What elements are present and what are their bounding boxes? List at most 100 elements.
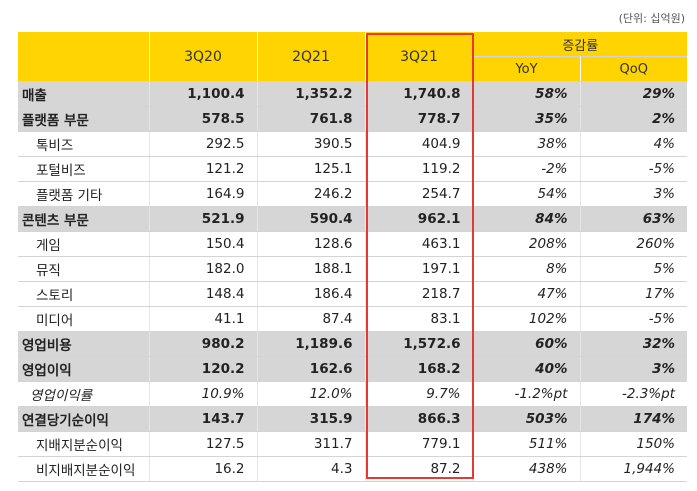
value-3q20: 120.2 [148, 356, 257, 382]
row-label: 콘텐츠 부문 [18, 206, 149, 232]
table-row: 영업비용 980.2 1,189.6 1,572.6 60% 32% [18, 331, 688, 357]
value-yoy: 102% [472, 306, 580, 332]
value-qoq: 5% [579, 256, 688, 282]
value-3q21: 83.1 [364, 306, 473, 332]
value-2q21: 590.4 [256, 206, 365, 232]
value-3q21: 463.1 [364, 231, 473, 257]
value-3q20: 150.4 [148, 231, 257, 257]
row-label: 영업비용 [18, 331, 149, 357]
value-3q21: 962.1 [364, 206, 473, 232]
table-row: 플랫폼 부문 578.5 761.8 778.7 35% 2% [18, 106, 688, 132]
value-2q21: 1,352.2 [256, 81, 365, 107]
value-yoy: -1.2%pt [472, 381, 580, 407]
table-row: 게임 150.4 128.6 463.1 208% 260% [18, 231, 688, 257]
value-3q20: 521.9 [148, 206, 257, 232]
row-label: 미디어 [18, 306, 149, 332]
value-2q21: 311.7 [256, 431, 365, 457]
table-body: 매출 1,100.4 1,352.2 1,740.8 58% 29% 플랫폼 부문 578.5… [18, 81, 688, 482]
value-3q20: 1,100.4 [148, 81, 257, 107]
row-label: 게임 [18, 231, 149, 257]
table-row: 플랫폼 기타 164.9 246.2 254.7 54% 3% [18, 181, 688, 207]
value-3q21: 866.3 [364, 406, 473, 432]
value-yoy: 511% [472, 431, 580, 457]
row-label: 톡비즈 [18, 131, 149, 157]
value-2q21: 186.4 [256, 281, 365, 307]
table-row: 연결당기순이익 143.7 315.9 866.3 503% 174% [18, 406, 688, 432]
table-row: 콘텐츠 부문 521.9 590.4 962.1 84% 63% [18, 206, 688, 232]
value-qoq: 150% [579, 431, 688, 457]
value-qoq: 3% [579, 356, 688, 382]
value-3q21: 197.1 [364, 256, 473, 282]
value-3q20: 292.5 [148, 131, 257, 157]
row-label: 영업이익 [18, 356, 149, 382]
value-yoy: 84% [472, 206, 580, 232]
value-3q20: 143.7 [148, 406, 257, 432]
row-label: 포털비즈 [18, 156, 149, 182]
value-yoy: 35% [472, 106, 580, 132]
value-3q20: 980.2 [148, 331, 257, 357]
row-label: 비지배지분순이익 [18, 456, 149, 482]
value-3q20: 148.4 [148, 281, 257, 307]
value-qoq: 32% [579, 331, 688, 357]
value-qoq: 17% [579, 281, 688, 307]
value-qoq: -5% [579, 306, 688, 332]
value-yoy: 54% [472, 181, 580, 207]
value-qoq: 63% [579, 206, 688, 232]
value-qoq: -5% [579, 156, 688, 182]
row-label: 영업이익률 [18, 381, 149, 407]
value-3q20: 121.2 [148, 156, 257, 182]
value-qoq: -2.3%pt [579, 381, 688, 407]
table-row: 매출 1,100.4 1,352.2 1,740.8 58% 29% [18, 81, 688, 107]
value-2q21: 162.6 [256, 356, 365, 382]
value-2q21: 128.6 [256, 231, 365, 257]
value-qoq: 3% [579, 181, 688, 207]
table-row: 미디어 41.1 87.4 83.1 102% -5% [18, 306, 688, 332]
value-3q20: 127.5 [148, 431, 257, 457]
header-yoy: YoY [472, 56, 580, 82]
unit-note: (단위: 십억원) [618, 12, 685, 25]
value-qoq: 2% [579, 106, 688, 132]
value-qoq: 174% [579, 406, 688, 432]
value-qoq: 260% [579, 231, 688, 257]
financial-table: 3Q20 2Q21 3Q21 증감률 YoY QoQ 매출 1,100.4 1,35… [18, 32, 688, 482]
value-3q20: 10.9% [148, 381, 257, 407]
value-3q20: 41.1 [148, 306, 257, 332]
table-row: 뮤직 182.0 188.1 197.1 8% 5% [18, 256, 688, 282]
table-header: 3Q20 2Q21 3Q21 증감률 YoY QoQ [18, 32, 688, 82]
table-row: 영업이익 120.2 162.6 168.2 40% 3% [18, 356, 688, 382]
value-2q21: 12.0% [256, 381, 365, 407]
value-yoy: 438% [472, 456, 580, 482]
value-qoq: 1,944% [579, 456, 688, 482]
value-yoy: -2% [472, 156, 580, 182]
value-2q21: 761.8 [256, 106, 365, 132]
table-row: 비지배지분순이익 16.2 4.3 87.2 438% 1,944% [18, 456, 688, 482]
table-row: 스토리 148.4 186.4 218.7 47% 17% [18, 281, 688, 307]
row-label: 스토리 [18, 281, 149, 307]
header-period-3q21: 3Q21 [364, 32, 473, 82]
header-period-2q21: 2Q21 [256, 32, 365, 82]
value-yoy: 58% [472, 81, 580, 107]
header-period-3q20: 3Q20 [148, 32, 257, 82]
value-2q21: 4.3 [256, 456, 365, 482]
value-2q21: 188.1 [256, 256, 365, 282]
value-3q21: 87.2 [364, 456, 473, 482]
value-2q21: 315.9 [256, 406, 365, 432]
value-yoy: 60% [472, 331, 580, 357]
value-3q20: 182.0 [148, 256, 257, 282]
value-3q20: 164.9 [148, 181, 257, 207]
header-growth: 증감률 [472, 32, 688, 57]
value-3q21: 778.7 [364, 106, 473, 132]
row-label: 플랫폼 기타 [18, 181, 149, 207]
value-3q21: 9.7% [364, 381, 473, 407]
value-qoq: 29% [579, 81, 688, 107]
value-2q21: 246.2 [256, 181, 365, 207]
value-yoy: 8% [472, 256, 580, 282]
value-3q21: 404.9 [364, 131, 473, 157]
table-row: 톡비즈 292.5 390.5 404.9 38% 4% [18, 131, 688, 157]
table-row: 영업이익률 10.9% 12.0% 9.7% -1.2%pt -2.3%pt [18, 381, 688, 407]
value-2q21: 87.4 [256, 306, 365, 332]
value-3q21: 168.2 [364, 356, 473, 382]
table-row: 지배지분순이익 127.5 311.7 779.1 511% 150% [18, 431, 688, 457]
header-label-cell [18, 32, 149, 82]
value-3q21: 779.1 [364, 431, 473, 457]
